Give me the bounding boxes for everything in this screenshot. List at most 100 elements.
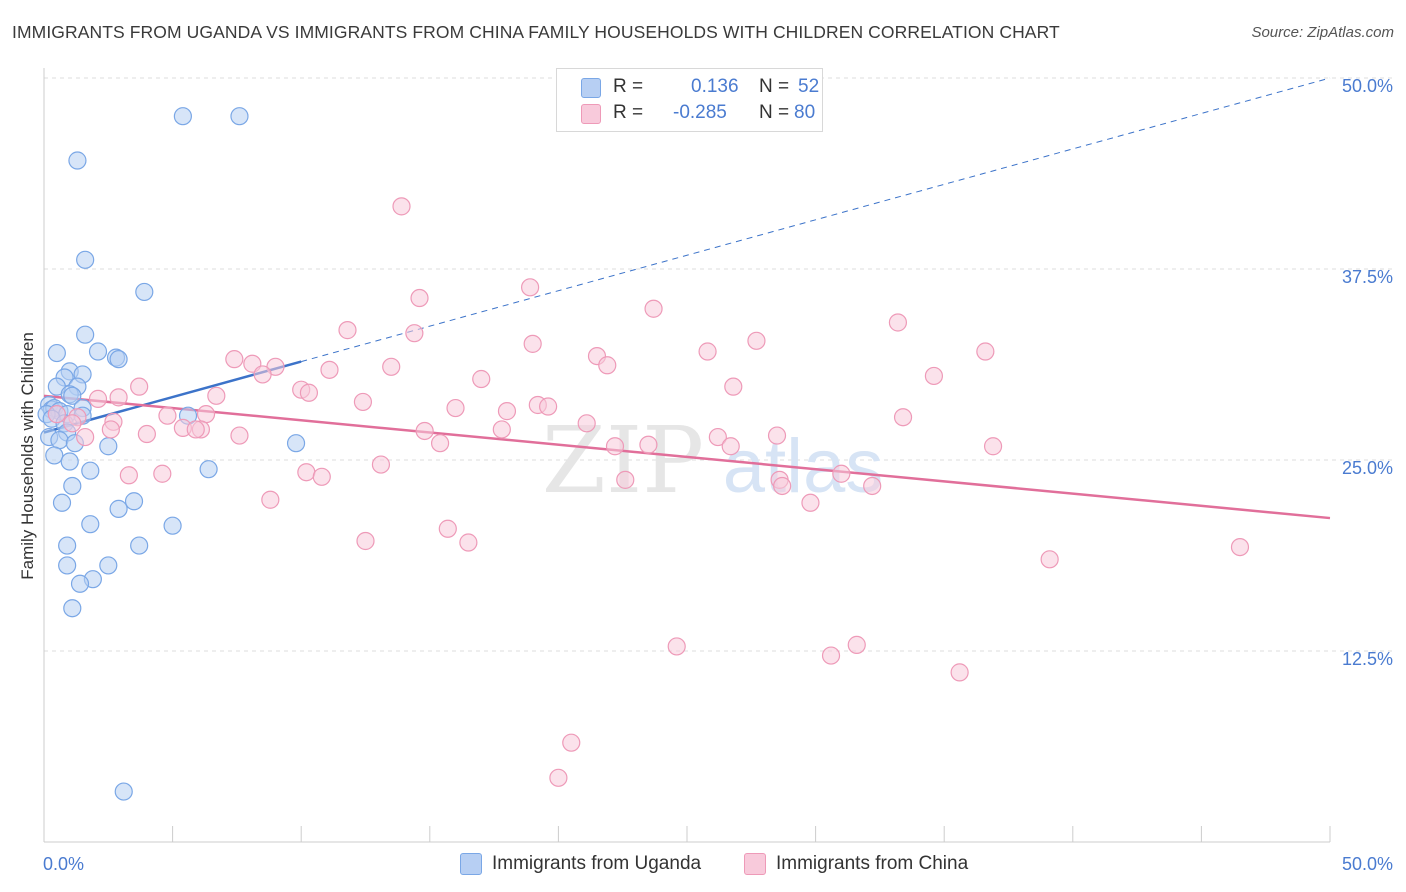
point-uganda xyxy=(99,437,118,456)
point-china xyxy=(299,383,319,402)
point-china xyxy=(801,493,820,512)
point-uganda xyxy=(99,556,118,575)
point-uganda xyxy=(68,151,87,170)
y-tick-label: 12.5% xyxy=(1342,649,1393,669)
point-china xyxy=(888,313,908,332)
point-china xyxy=(371,455,391,474)
point-china xyxy=(639,435,658,454)
point-china xyxy=(492,420,511,439)
point-uganda xyxy=(114,782,133,801)
point-china xyxy=(186,420,205,439)
point-china xyxy=(410,288,429,308)
point-china xyxy=(63,414,82,433)
point-uganda xyxy=(58,556,77,575)
point-china xyxy=(549,768,568,787)
point-china xyxy=(153,464,172,483)
series-swatch-china xyxy=(744,853,766,875)
x-tick-label: 0.0% xyxy=(43,854,84,874)
point-china xyxy=(230,426,249,445)
legend-n-value: 52 xyxy=(798,76,820,97)
point-uganda xyxy=(124,492,144,511)
legend-n-value: 80 xyxy=(794,102,816,123)
point-china xyxy=(708,427,727,447)
point-china xyxy=(721,437,740,456)
point-china xyxy=(356,531,375,551)
point-uganda xyxy=(70,574,90,593)
point-china xyxy=(137,424,156,444)
point-china xyxy=(667,637,686,656)
legend-r-value: 0.136 xyxy=(691,76,739,97)
data-points xyxy=(37,107,1250,801)
trend-line-uganda-extension xyxy=(301,77,1331,363)
point-china xyxy=(438,519,457,538)
point-china xyxy=(446,398,465,418)
point-china xyxy=(382,357,401,376)
point-uganda xyxy=(199,460,218,479)
point-china xyxy=(109,388,128,407)
point-china xyxy=(523,334,542,353)
series-name-uganda: Immigrants from Uganda xyxy=(492,853,702,874)
point-china xyxy=(644,299,663,318)
source-label: Source: ZipAtlas.com xyxy=(1251,24,1394,41)
point-china xyxy=(119,466,138,485)
point-china xyxy=(976,342,995,361)
trend-line-china xyxy=(43,394,1331,520)
legend-swatch-china xyxy=(581,104,601,124)
point-china xyxy=(1040,550,1059,569)
legend-n-label: N = xyxy=(759,76,790,97)
point-uganda xyxy=(50,431,69,450)
tick-labels: 12.5% 25.0% 37.5% 50.0% 0.0% 50.0% xyxy=(43,76,1393,874)
point-china xyxy=(130,377,149,396)
point-china xyxy=(893,408,913,427)
point-uganda xyxy=(45,446,64,465)
point-china xyxy=(605,437,625,456)
legend-n-label: N = xyxy=(759,102,790,123)
point-china xyxy=(253,365,272,384)
point-uganda xyxy=(173,107,192,126)
point-china xyxy=(773,476,792,496)
point-uganda xyxy=(135,282,154,302)
legend-swatch-uganda xyxy=(581,78,601,98)
point-china xyxy=(539,397,558,416)
point-china xyxy=(261,490,280,509)
legend-r-value: -0.285 xyxy=(673,102,727,123)
point-uganda xyxy=(58,536,77,555)
point-china xyxy=(76,427,95,447)
watermark-zip: ZIP xyxy=(542,407,704,514)
grid-lines xyxy=(44,77,1392,652)
point-china xyxy=(821,646,841,665)
point-china xyxy=(832,464,851,483)
point-china xyxy=(459,533,478,552)
point-china xyxy=(724,377,743,396)
series-swatch-uganda xyxy=(460,853,482,875)
point-china xyxy=(497,402,517,421)
point-uganda xyxy=(63,476,82,496)
point-china xyxy=(101,420,120,439)
correlation-legend: R = 0.136 N = 52 R = -0.285 N = 80 xyxy=(556,68,823,132)
legend-r-label: R = xyxy=(613,76,644,97)
point-china xyxy=(577,414,596,433)
point-china xyxy=(297,463,316,482)
legend-r-label: R = xyxy=(613,102,644,123)
point-uganda xyxy=(163,516,182,535)
point-uganda xyxy=(109,499,128,518)
point-china xyxy=(767,426,787,445)
y-tick-label: 37.5% xyxy=(1342,267,1393,287)
point-china xyxy=(847,635,866,654)
point-uganda xyxy=(47,343,66,363)
point-china xyxy=(1230,537,1250,557)
point-uganda xyxy=(130,536,149,555)
point-uganda xyxy=(52,493,72,512)
point-uganda xyxy=(81,461,100,480)
point-china xyxy=(430,434,450,453)
watermark: ZIP atlas xyxy=(542,407,883,514)
axes xyxy=(43,68,1331,843)
point-china xyxy=(698,342,717,361)
point-uganda xyxy=(230,107,249,126)
y-axis-label: Family Households with Children xyxy=(18,332,37,580)
point-china xyxy=(312,467,331,486)
point-china xyxy=(598,356,617,375)
series-name-china: Immigrants from China xyxy=(776,853,969,874)
point-china xyxy=(472,369,491,389)
watermark-atlas: atlas xyxy=(723,424,884,509)
